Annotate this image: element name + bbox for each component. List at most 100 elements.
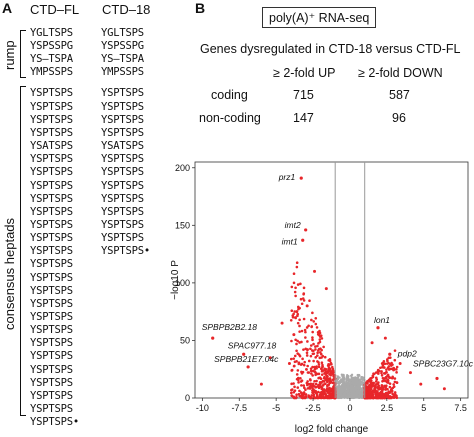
nonsignificant-point: [353, 379, 356, 383]
nonsignificant-point: [348, 395, 352, 398]
significant-point: [300, 302, 304, 306]
nonsignificant-point: [361, 396, 364, 399]
significant-point: [368, 395, 372, 398]
significant-point: [384, 379, 387, 383]
nonsignificant-point: [360, 389, 363, 393]
significant-point: [325, 389, 329, 392]
significant-point: [364, 390, 368, 394]
significant-point: [317, 365, 321, 369]
significant-point: [324, 287, 328, 291]
nonsignificant-point: [354, 381, 357, 385]
significant-point: [367, 394, 371, 398]
significant-point: [313, 396, 317, 400]
significant-point: [307, 324, 310, 328]
significant-point: [295, 265, 299, 269]
significant-point: [332, 387, 335, 391]
nonsignificant-point: [337, 395, 340, 399]
significant-point: [311, 330, 314, 334]
significant-point: [314, 396, 318, 400]
nonsignificant-point: [341, 389, 344, 392]
significant-point: [376, 386, 380, 390]
nonsignificant-point: [344, 386, 347, 389]
nonsignificant-point: [338, 394, 341, 398]
significant-point: [296, 312, 300, 316]
significant-point: [380, 370, 383, 373]
significant-point: [386, 366, 390, 370]
nonsignificant-point: [359, 387, 362, 390]
nonsignificant-point: [338, 390, 341, 393]
significant-point: [371, 393, 375, 397]
nonsignificant-point: [351, 385, 354, 388]
nonsignificant-point: [355, 395, 359, 398]
nonsignificant-point: [345, 395, 348, 399]
significant-point: [328, 386, 331, 390]
significant-point: [316, 333, 320, 336]
ctd-fl-consensus-heptad: YSPTSPS: [30, 245, 73, 258]
nonsignificant-point: [345, 391, 349, 395]
nonsignificant-point: [340, 392, 344, 395]
nonsignificant-point: [340, 396, 343, 399]
nonsignificant-point: [350, 394, 353, 398]
significant-point: [301, 297, 305, 300]
nonsignificant-point: [347, 382, 350, 386]
significant-point: [383, 396, 386, 399]
ctd-fl-consensus-heptad: YSPTSPS: [30, 271, 73, 284]
significant-point: [322, 392, 325, 395]
significant-point: [314, 322, 318, 326]
significant-point: [333, 393, 336, 397]
significant-point: [292, 364, 296, 368]
significant-point: [328, 395, 332, 399]
nonsignificant-point: [335, 394, 338, 397]
significant-point: [320, 391, 324, 394]
significant-point: [320, 337, 324, 340]
significant-point: [372, 389, 376, 393]
significant-point: [333, 383, 336, 386]
significant-point: [368, 385, 372, 388]
nonsignificant-point: [354, 395, 358, 399]
significant-point: [306, 380, 309, 383]
nonsignificant-point: [346, 395, 350, 398]
significant-point: [318, 385, 322, 388]
significant-point: [387, 375, 390, 378]
significant-point: [369, 394, 372, 398]
nonsignificant-point: [341, 389, 345, 392]
significant-point: [388, 382, 392, 385]
significant-point: [363, 395, 367, 398]
nonsignificant-point: [339, 393, 343, 396]
significant-point: [296, 321, 300, 325]
nonsignificant-point: [363, 390, 366, 393]
nonsignificant-point: [349, 390, 353, 393]
significant-point: [331, 381, 334, 385]
nonsignificant-point: [345, 396, 349, 399]
nonsignificant-point: [347, 393, 350, 397]
nonsignificant-point: [340, 393, 344, 396]
significant-point: [308, 382, 311, 386]
nonsignificant-point: [359, 391, 362, 395]
nonsignificant-point: [335, 381, 338, 384]
nonsignificant-point: [342, 390, 345, 394]
significant-point: [377, 369, 381, 373]
nonsignificant-point: [338, 390, 341, 393]
significant-point: [329, 380, 333, 384]
significant-point: [326, 391, 330, 394]
nonsignificant-point: [358, 382, 361, 385]
significant-point: [395, 381, 399, 385]
nonsignificant-point: [345, 395, 348, 399]
significant-point: [316, 385, 320, 388]
nonsignificant-point: [339, 393, 342, 397]
nonsignificant-point: [354, 384, 357, 387]
nonsignificant-point: [354, 390, 357, 394]
nonsignificant-point: [360, 394, 364, 397]
nonsignificant-point: [356, 383, 360, 386]
significant-point: [380, 394, 383, 397]
significant-point: [377, 369, 380, 372]
nonsignificant-point: [348, 393, 352, 396]
nonsignificant-point: [339, 391, 342, 394]
nonsignificant-point: [362, 388, 365, 391]
nonsignificant-point: [338, 376, 341, 379]
nonsignificant-point: [335, 394, 338, 398]
significant-point: [332, 374, 336, 377]
significant-point: [370, 379, 373, 383]
nonsignificant-point: [338, 393, 342, 396]
significant-point: [388, 385, 392, 389]
